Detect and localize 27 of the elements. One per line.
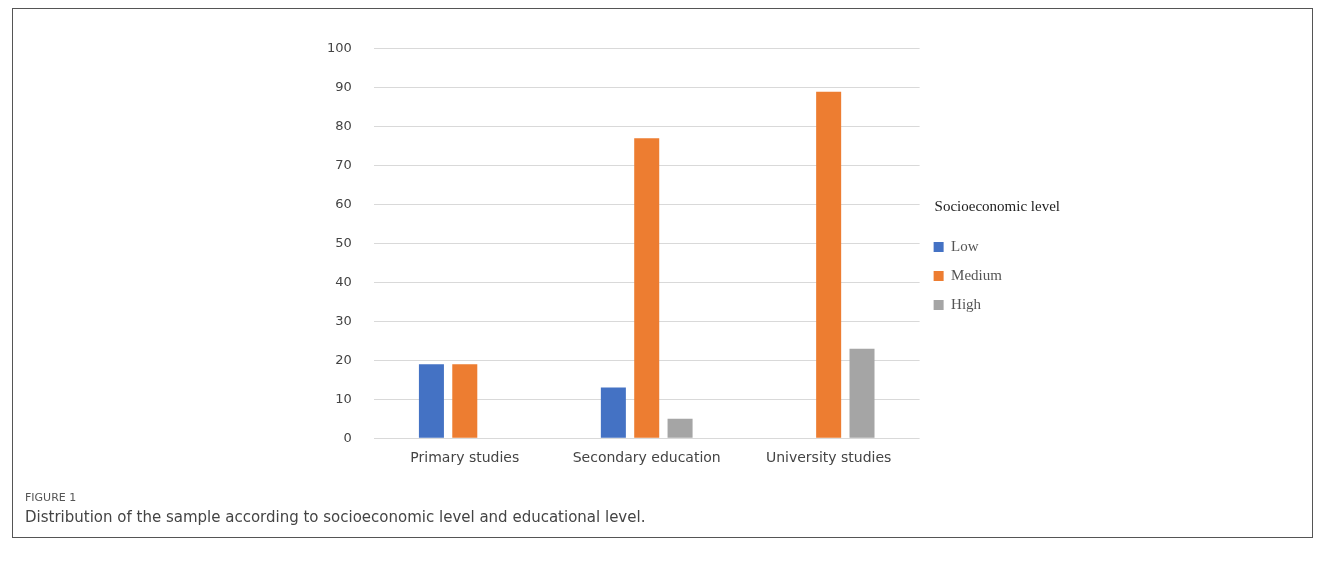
- bar: [452, 364, 478, 438]
- legend-title: Socioeconomic level: [934, 197, 1061, 214]
- y-tick-label: 0: [343, 429, 352, 445]
- y-tick-label: 40: [335, 273, 352, 289]
- text: Distribution of the sample according to socioeconomic level and educational level.: [25, 508, 647, 526]
- bar: [849, 348, 875, 438]
- legend-label: Low: [951, 237, 979, 254]
- y-tick-label: 80: [335, 118, 352, 134]
- y-tick-label: 30: [335, 312, 352, 328]
- y-tick-label: 100: [326, 40, 352, 56]
- y-tick-label: 10: [335, 390, 352, 406]
- bar: [600, 387, 626, 438]
- y-tick-label: 20: [335, 351, 352, 367]
- legend-label: Medium: [951, 266, 1003, 283]
- bar: [634, 138, 660, 438]
- y-tick-label: 90: [335, 79, 352, 95]
- bar: [816, 91, 842, 438]
- x-tick-label: Primary studies: [410, 449, 520, 466]
- x-tick-label: University studies: [765, 449, 892, 466]
- bar: [418, 364, 444, 438]
- y-tick-label: 60: [335, 195, 352, 211]
- caption: FIGURE 1: [25, 491, 78, 504]
- y-tick-label: 50: [335, 234, 352, 250]
- x-tick-label: Secondary education: [572, 449, 721, 466]
- bar: [667, 418, 693, 438]
- legend-label: High: [951, 295, 982, 312]
- y-tick-label: 70: [335, 156, 352, 172]
